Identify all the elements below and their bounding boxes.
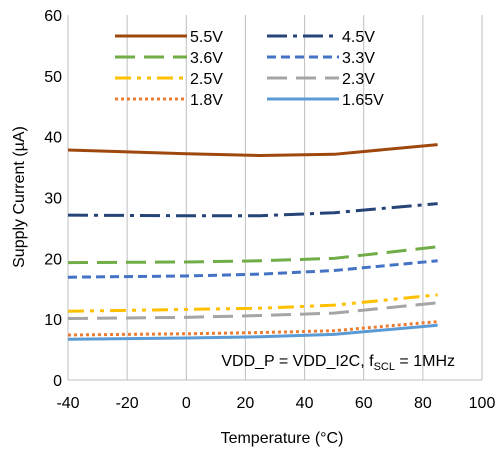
series-line-3.3V [67,259,438,279]
legend-label: 3.6V [190,50,223,67]
y-tick-label: 50 [44,69,62,86]
y-tick-label: 40 [44,130,62,147]
gridlines [67,15,483,380]
x-axis-label: Temperature (°C) [221,430,344,447]
legend-label: 1.8V [190,92,223,109]
x-tick-label: 80 [414,395,432,412]
annotation-subscript: SCL [374,361,395,373]
y-tick-label: 10 [44,312,62,329]
legend-label: 5.5V [190,29,223,46]
annotation-text: VDD_P = VDD_I2C, fSCL = 1MHz [221,353,455,373]
y-tick-label: 20 [44,251,62,268]
series-group [67,143,438,341]
x-tick-label: 40 [296,395,314,412]
axes [67,15,482,381]
x-tick-label: 20 [237,395,255,412]
legend-label: 2.3V [342,71,375,88]
y-axis-label: Supply Current (µA) [11,126,28,268]
series-line-3.6V [67,245,438,265]
legend-label: 3.3V [342,50,375,67]
y-tick-label: 0 [53,373,62,390]
x-tick-label: 100 [469,395,496,412]
legend-label: 2.5V [190,71,223,88]
legend-label: 4.5V [342,29,375,46]
x-tick-label: -20 [116,395,139,412]
x-tick-label: 0 [182,395,191,412]
series-line-4.5V [67,202,438,218]
tick-labels: -40 -20 0 20 40 60 80 100 0 10 20 30 40 50 60 [44,8,495,412]
x-tick-label: 60 [355,395,373,412]
annotation-prefix: VDD_P = VDD_I2C, f [221,353,374,370]
annotation-suffix: = 1MHz [395,353,455,370]
series-line-2.5V [67,293,438,313]
series-line-5.5V [67,143,438,158]
series-line-2.3V [67,301,438,321]
legend-label: 1.65V [342,92,384,109]
y-tick-label: 60 [44,8,62,25]
x-tick-label: -40 [56,395,79,412]
legend: 5.5V 4.5V 3.6V 3.3V 2.5V 2.3V 1.8V 1.65V [115,29,384,109]
series-line-1.65V [67,323,438,341]
y-tick-label: 30 [44,191,62,208]
series-line-1.8V [67,320,438,337]
